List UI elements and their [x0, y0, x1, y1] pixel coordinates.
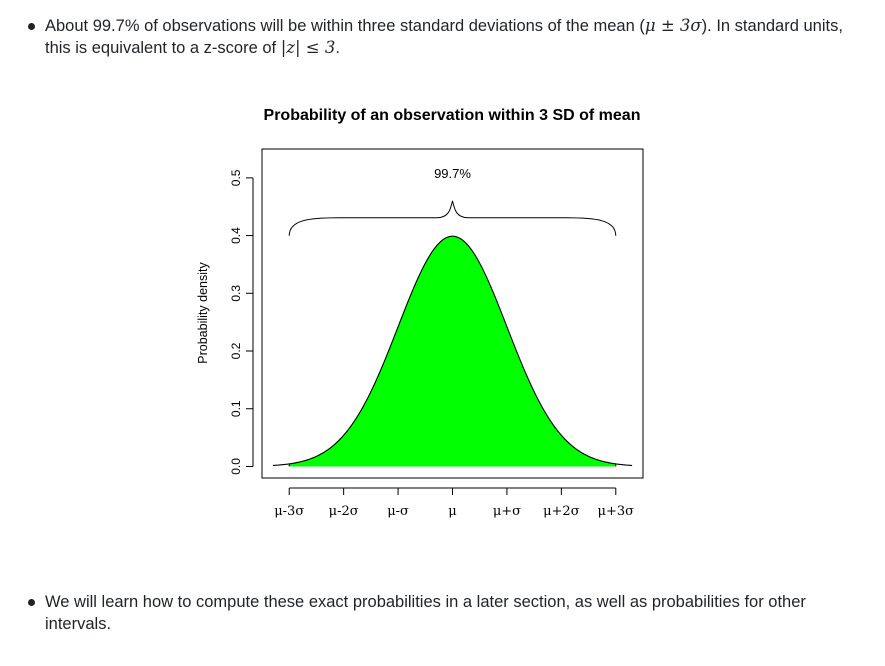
- bullet-text: We will learn how to compute these exact…: [45, 593, 806, 633]
- x-tick-label: μ-σ: [387, 504, 409, 519]
- x-tick-label: μ-2σ: [329, 504, 359, 519]
- bullet-dot: [28, 599, 35, 606]
- x-tick-label: μ-3σ: [274, 504, 304, 519]
- y-tick-label: 0.1: [229, 400, 243, 417]
- density-curve: [272, 235, 633, 467]
- math-mu-pm-3sigma: μ ± 3σ: [644, 16, 702, 35]
- y-tick-label: 0.2: [229, 342, 243, 359]
- x-tick-label: μ+2σ: [543, 504, 580, 519]
- plot-frame: [261, 148, 644, 479]
- math-abs-z-le-3: |z| ≤ 3: [280, 38, 336, 57]
- y-tick-label: 0.3: [229, 285, 243, 302]
- y-tick-label: 0.5: [229, 169, 243, 186]
- x-tick-label: μ+σ: [493, 504, 521, 519]
- normal-distribution-figure: Probability of an observation within 3 S…: [180, 95, 680, 525]
- bullet-text-mid: ). In standard units, this is equivalent…: [45, 17, 843, 57]
- bullet-text-post: .: [335, 39, 340, 57]
- x-tick-label: μ+3σ: [598, 504, 635, 519]
- shaded-area-99-7: [289, 236, 616, 467]
- y-axis-label: Probability density: [196, 262, 210, 364]
- bullet-item-compute-later: We will learn how to compute these exact…: [28, 591, 858, 635]
- bullet-dot: [28, 23, 35, 30]
- bullet-text: About 99.7% of observations will be with…: [45, 15, 858, 59]
- bullet-item-three-sd: About 99.7% of observations will be with…: [28, 15, 858, 59]
- y-tick-label: 0.0: [229, 458, 243, 475]
- bullet-text-pre: About 99.7% of observations will be with…: [45, 17, 645, 35]
- chart-title: Probability of an observation within 3 S…: [264, 107, 641, 124]
- annotation-label: 99.7%: [434, 166, 471, 181]
- curly-brace: [288, 200, 617, 236]
- y-tick-label: 0.4: [229, 227, 243, 244]
- x-tick-label: μ: [448, 504, 456, 519]
- normal-curve-chart: Probability of an observation within 3 S…: [196, 107, 644, 519]
